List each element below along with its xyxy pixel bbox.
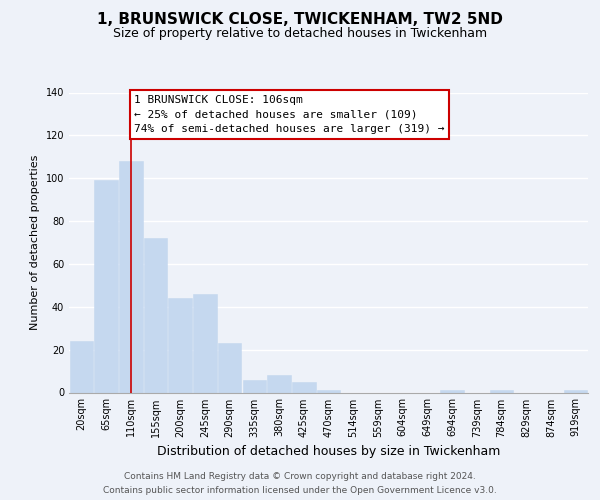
Bar (268, 376, 291, 392)
Bar (94, 180, 118, 392)
Y-axis label: Number of detached properties: Number of detached properties (30, 155, 40, 330)
Text: 1, BRUNSWICK CLOSE, TWICKENHAM, TW2 5ND: 1, BRUNSWICK CLOSE, TWICKENHAM, TW2 5ND (97, 12, 503, 28)
Bar (242, 380, 266, 392)
Bar (440, 390, 464, 392)
Bar (490, 390, 513, 392)
Text: Contains public sector information licensed under the Open Government Licence v3: Contains public sector information licen… (103, 486, 497, 495)
Bar (119, 161, 143, 392)
Bar (193, 294, 217, 392)
Bar (144, 238, 167, 392)
Bar (169, 298, 192, 392)
Text: Contains HM Land Registry data © Crown copyright and database right 2024.: Contains HM Land Registry data © Crown c… (124, 472, 476, 481)
Bar (70, 341, 93, 392)
Text: Size of property relative to detached houses in Twickenham: Size of property relative to detached ho… (113, 28, 487, 40)
Bar (317, 390, 340, 392)
Bar (218, 343, 241, 392)
Bar (292, 382, 316, 392)
Bar (564, 390, 587, 392)
X-axis label: Distribution of detached houses by size in Twickenham: Distribution of detached houses by size … (157, 445, 500, 458)
Text: 1 BRUNSWICK CLOSE: 106sqm
← 25% of detached houses are smaller (109)
74% of semi: 1 BRUNSWICK CLOSE: 106sqm ← 25% of detac… (134, 94, 445, 134)
